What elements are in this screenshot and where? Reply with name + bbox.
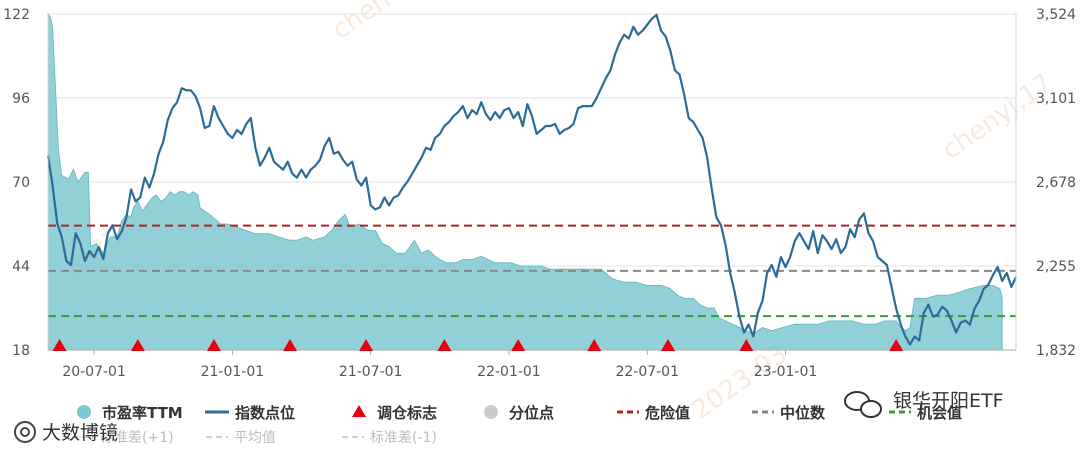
legend-dot-icon [77,405,91,419]
rebalance-marker [660,339,675,351]
legend-label: 标准差(+1) [100,430,174,446]
x-tick-label: 21-07-01 [339,364,403,380]
legend-label: 指数点位 [235,404,295,422]
legend-label: 中位数 [780,404,826,422]
legend-triangle-icon [352,405,366,417]
y-left-tick-label: 18 [12,343,30,359]
faint-watermark-4: 2023-03 [687,339,793,426]
faint-watermark-1: chen [327,0,396,46]
legend-label: 分位点 [509,404,554,422]
weibo-logo-icon [14,421,36,443]
wechat-watermark-text: 银华开阳ETF [893,390,1004,412]
x-tick-label: 20-07-01 [62,364,126,380]
rebalance-marker [206,339,221,351]
legend-label: 机会值 [917,404,962,422]
y-right-tick-label: 3,101 [1036,91,1076,107]
reference-lines [48,224,1016,318]
index-level-line [46,13,1017,346]
y-left-tick-label: 122 [3,7,30,23]
y-left-tick-label: 96 [12,91,30,107]
y-left-tick-label: 44 [12,259,30,275]
weibo-watermark-text: 大数博镜 [42,422,118,444]
x-tick-label: 22-01-01 [477,364,541,380]
legend-label: 标准差(-1) [370,430,437,446]
rebalance-marker [587,339,602,351]
pe-ttm-area [47,12,1003,351]
legend-label: 平均值 [234,430,276,446]
pe-area-series [47,12,1003,351]
rebalance-marker [283,339,297,351]
legend-label: 调仓标志 [377,404,437,422]
wechat-logo-icon [844,391,882,418]
watermarks: 大数博镜 银华开阳ETF [14,390,1004,444]
rebalance-marker [437,339,452,351]
x-tick-label: 22-07-01 [615,364,679,380]
legend-dot-icon [484,405,498,419]
index-line-series [46,13,1017,346]
y-right-tick-label: 3,524 [1036,7,1076,23]
rebalance-marker [130,339,145,351]
legend-label: 危险值 [645,404,690,422]
legend-label: 市盈率TTM [102,404,183,422]
rebalance-markers [52,339,904,351]
faint-watermark-2: chenyi,17 [937,68,1058,166]
rebalance-marker [359,339,374,351]
x-tick-label: 21-01-01 [201,364,265,380]
rebalance-marker [889,339,904,351]
x-tick-label: 23-01-01 [754,364,818,380]
y-right-tick-label: 2,255 [1036,259,1076,275]
y-left-tick-label: 70 [12,175,30,191]
rebalance-marker [739,339,754,351]
y-right-tick-label: 1,832 [1036,343,1076,359]
rebalance-marker [511,339,526,351]
y-right-tick-label: 2,678 [1036,175,1076,191]
rebalance-marker [52,339,67,351]
